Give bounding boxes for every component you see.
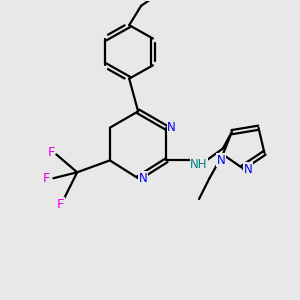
Text: F: F [43, 172, 51, 185]
Text: N: N [244, 163, 253, 176]
Text: N: N [167, 121, 176, 134]
Text: NH: NH [190, 158, 208, 171]
Text: F: F [57, 198, 64, 211]
Text: N: N [139, 172, 148, 185]
Text: N: N [217, 154, 226, 167]
Text: F: F [47, 146, 55, 160]
